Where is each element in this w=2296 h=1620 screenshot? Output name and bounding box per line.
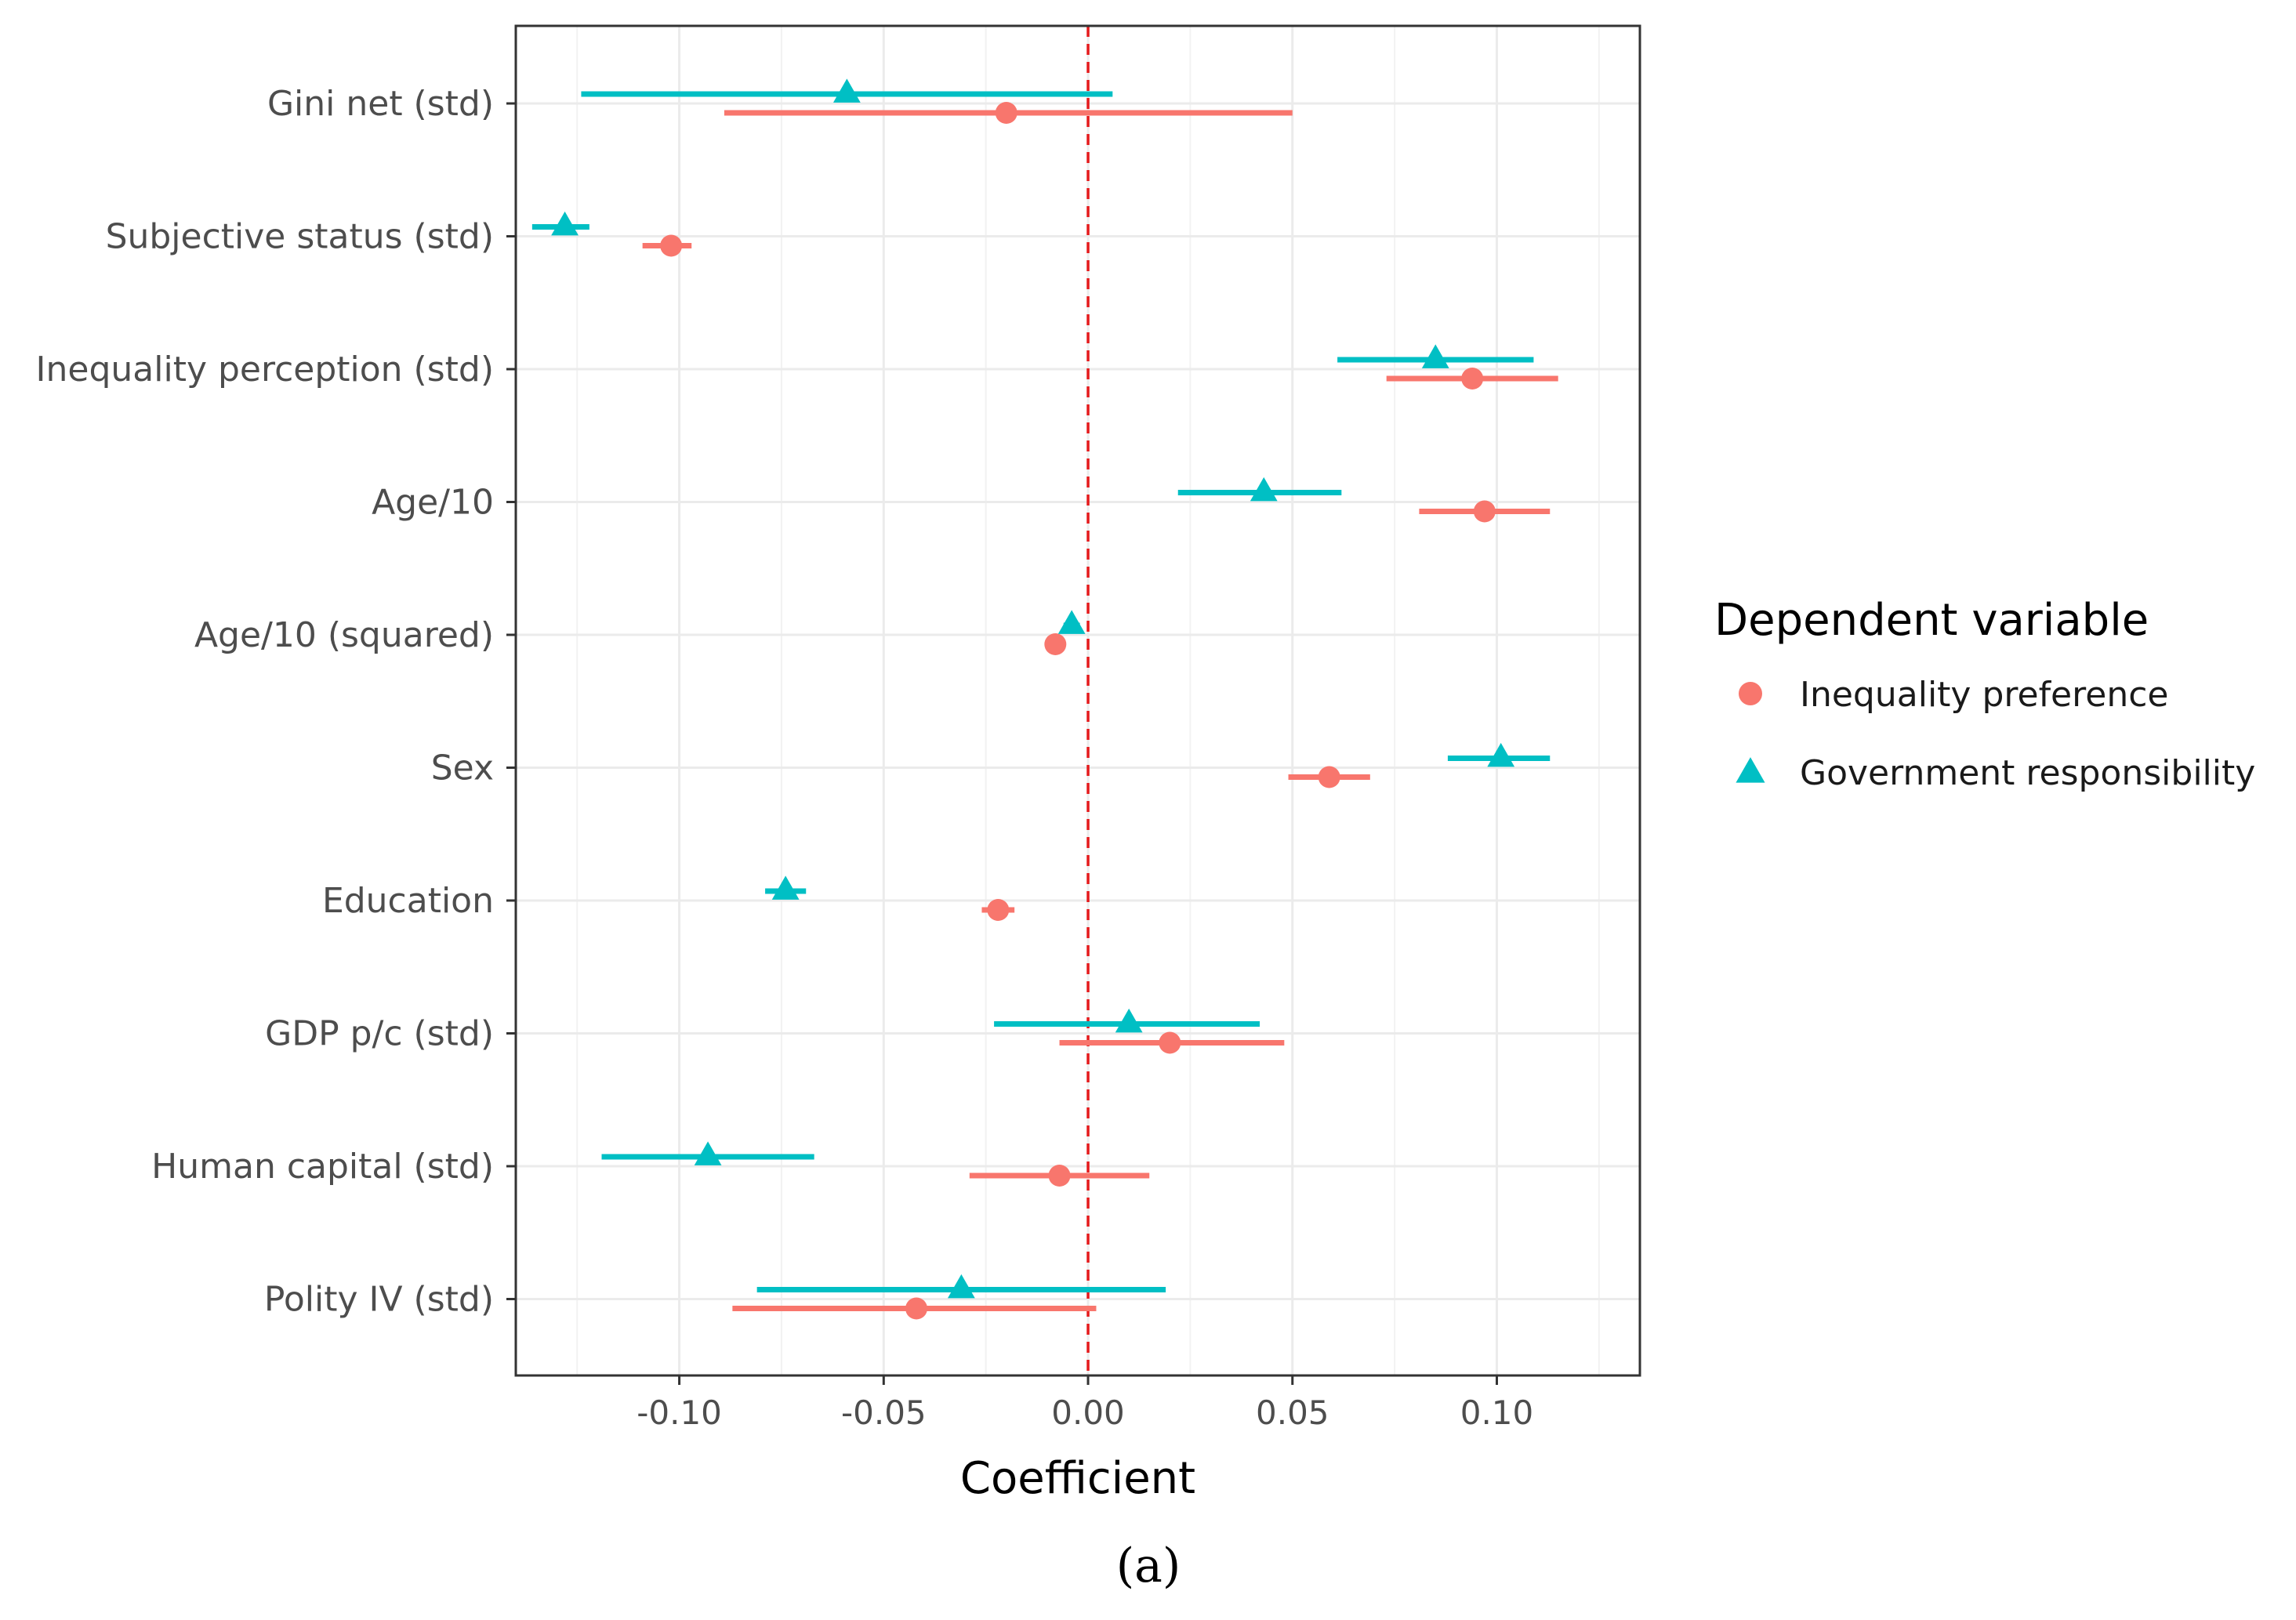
marks-layer	[531, 78, 1558, 1320]
legend-key-triangle	[1736, 757, 1765, 783]
legend-label: Government responsibility	[1800, 753, 2255, 793]
point-estimate-circle	[1318, 766, 1340, 788]
legend-key-circle	[1739, 682, 1762, 705]
point-estimate-circle	[1473, 500, 1496, 523]
x-tick-label: 0.00	[1051, 1393, 1125, 1432]
point-estimate-triangle	[1421, 344, 1449, 368]
point-estimate-circle	[660, 234, 683, 257]
point-estimate-triangle	[771, 875, 800, 900]
point-estimate-circle	[905, 1297, 928, 1320]
point-estimate-circle	[1159, 1031, 1181, 1054]
y-tick-label: Education	[322, 881, 494, 921]
point-estimate-circle	[1048, 1165, 1071, 1187]
legend-title: Dependent variable	[1714, 595, 2149, 646]
point-estimate-circle	[987, 899, 1010, 921]
point-estimate-triangle	[832, 78, 861, 103]
point-estimate-circle	[1461, 368, 1484, 390]
point-estimate-triangle	[1057, 610, 1086, 634]
point-estimate-triangle	[551, 211, 579, 236]
point-estimate-circle	[995, 102, 1017, 124]
grid-layer	[516, 26, 1640, 1375]
point-estimate-triangle	[1250, 477, 1278, 502]
point-estimate-triangle	[1487, 742, 1515, 767]
x-tick-label: 0.05	[1256, 1393, 1329, 1432]
point-estimate-triangle	[1115, 1008, 1143, 1033]
y-tick-label: GDP p/c (std)	[265, 1014, 494, 1054]
y-tick-label: Inequality perception (std)	[36, 350, 494, 390]
point-estimate-circle	[1044, 633, 1067, 655]
panel-border	[514, 24, 1641, 1377]
y-tick-label: Polity IV (std)	[264, 1280, 494, 1320]
y-tick-label: Age/10 (squared)	[194, 615, 494, 655]
legend: Dependent variable Inequality preference…	[1714, 595, 2255, 793]
legend-items: Inequality preference Government responsi…	[1736, 675, 2255, 793]
y-tick-label: Sex	[431, 748, 494, 788]
y-tick-label: Gini net (std)	[267, 84, 494, 124]
x-tick-label: -0.05	[841, 1393, 927, 1432]
point-estimate-triangle	[947, 1274, 975, 1299]
y-tick-label: Subjective status (std)	[106, 217, 494, 257]
axis-layer: Gini net (std) Subjective status (std) Ine…	[36, 84, 1534, 1432]
x-tick-label: -0.10	[637, 1393, 722, 1432]
x-axis-title: Coefficient	[960, 1453, 1195, 1504]
figure-caption: (a)	[1116, 1538, 1181, 1593]
x-tick-label: 0.10	[1460, 1393, 1534, 1432]
point-estimate-triangle	[694, 1141, 722, 1165]
y-tick-label: Age/10	[372, 483, 494, 523]
legend-label: Inequality preference	[1800, 675, 2168, 715]
y-tick-label: Human capital (std)	[151, 1147, 494, 1187]
